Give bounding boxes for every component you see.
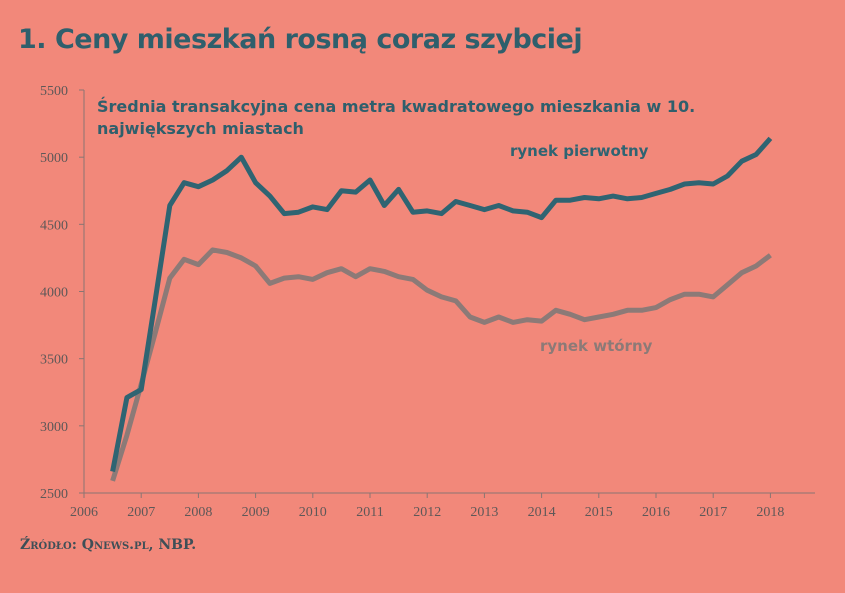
y-tick-label: 3500 <box>40 353 68 368</box>
x-tick-label: 2013 <box>470 505 498 520</box>
x-tick-label: 2007 <box>127 505 155 520</box>
x-tick-label: 2009 <box>242 505 270 520</box>
chart-subtitle-line: największych miastach <box>97 119 304 138</box>
y-tick-label: 5000 <box>40 151 68 166</box>
series-line-secondary <box>110 247 772 482</box>
y-tick-label: 4000 <box>40 286 68 301</box>
y-tick-label: 5500 <box>40 84 68 99</box>
source-note: Źródło: Qnews.pl, NBP. <box>20 537 197 553</box>
x-tick-label: 2017 <box>699 505 727 520</box>
y-tick-label: 2500 <box>40 487 68 502</box>
x-tick-label: 2008 <box>184 505 212 520</box>
x-tick-label: 2015 <box>585 505 613 520</box>
y-tick-label: 4500 <box>40 218 68 233</box>
chart-title: 1. Ceny mieszkań rosną coraz szybciej <box>18 24 583 55</box>
x-tick-label: 2018 <box>756 505 784 520</box>
x-tick-label: 2010 <box>299 505 327 520</box>
series-label-primary: rynek pierwotny <box>510 142 649 160</box>
x-tick-label: 2014 <box>528 505 556 520</box>
x-tick-label: 2011 <box>356 505 383 520</box>
x-tick-label: 2006 <box>70 505 98 520</box>
series-label-secondary: rynek wtórny <box>540 337 653 355</box>
chart-subtitle-line: Średnia transakcyjna cena metra kwadrato… <box>97 97 695 116</box>
y-tick-label: 3000 <box>40 420 68 435</box>
series-line-primary <box>110 136 773 472</box>
x-tick-label: 2012 <box>413 505 441 520</box>
x-tick-label: 2016 <box>642 505 670 520</box>
